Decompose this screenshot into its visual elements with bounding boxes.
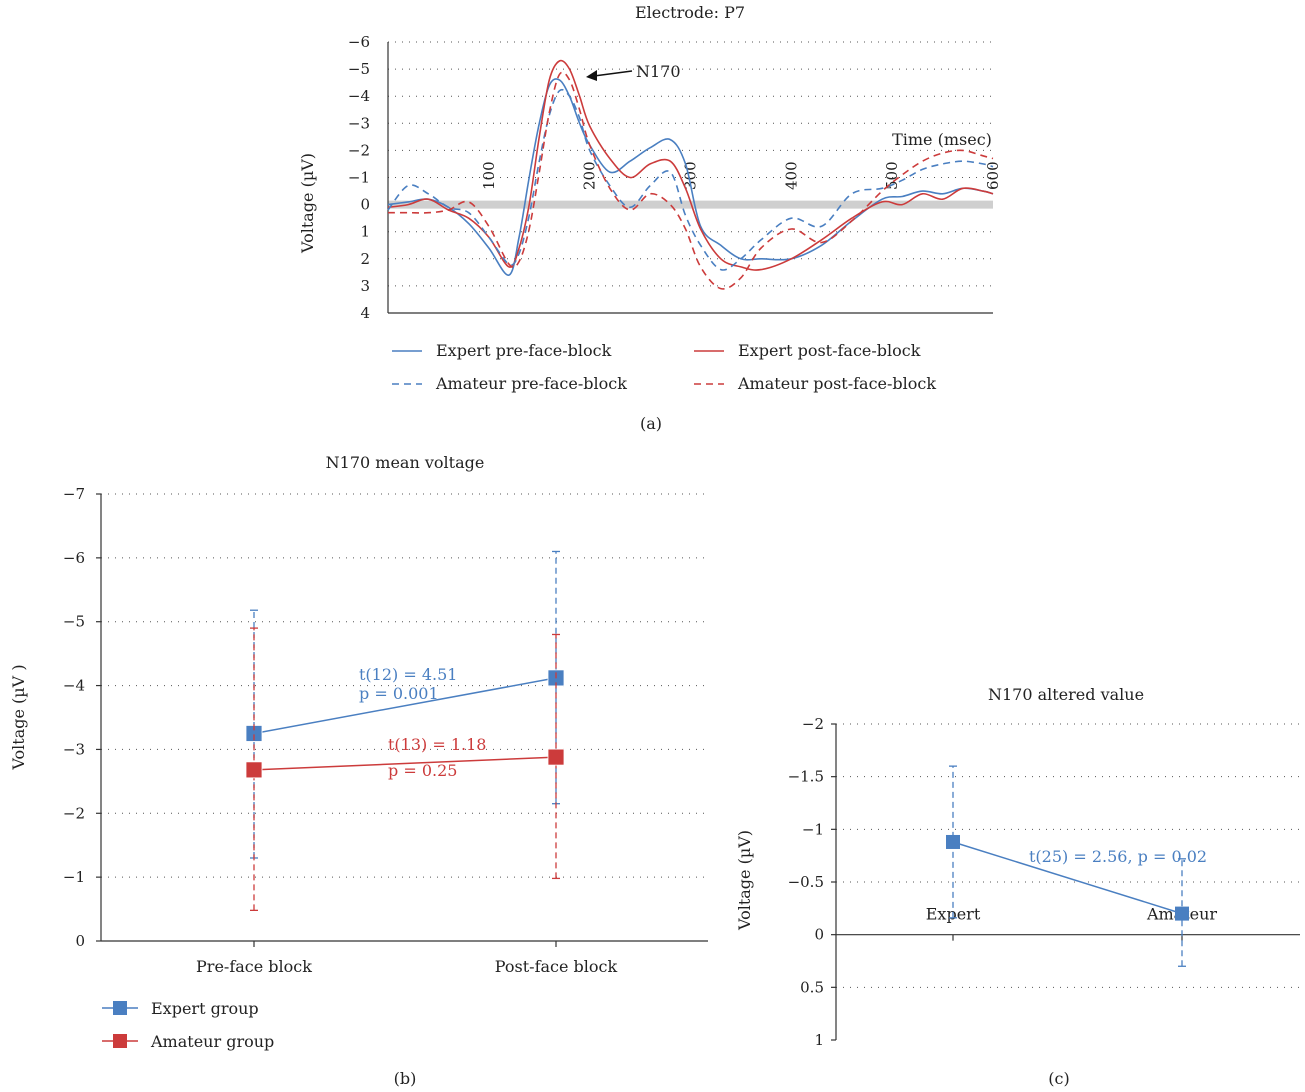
chart-b-legend-label: Expert group [151,999,259,1018]
chart-a-series-line [387,88,994,271]
chart-a: Electrode: P7 −6 −5 −4 −3 −2 −1 0 1 2 3 4 100 200 30… [298,3,1002,433]
chart-b-x-tick-label: Post-face block [495,957,618,976]
chart-c-y-tick-label: 1 [814,1031,824,1049]
chart-b-x-tick-label: Pre-face block [196,957,312,976]
chart-a-y-tick-label: 3 [360,277,370,295]
chart-a-y-tick-label: 1 [360,223,370,241]
chart-c-y-tick-label: −1 [802,820,824,838]
chart-b-x-tick-labels: Pre-face block Post-face block [196,941,618,976]
chart-a-y-tick-labels: −6 −5 −4 −3 −2 −1 0 1 2 3 4 [348,33,370,322]
chart-a-series-line [387,78,994,276]
chart-b-y-axis-label: Voltage (µV ) [9,664,28,770]
chart-c-y-tick-labels: −2 −1.5 −1 −0.5 0 0.5 1 [788,715,836,1049]
chart-a-x-tick-label: 500 [883,161,901,190]
chart-b-data-point [547,748,565,766]
chart-c-y-tick-label: −2 [802,715,824,733]
chart-b-y-tick-labels: −7 −6 −5 −4 −3 −2 −1 0 [63,485,101,950]
chart-b-data-point [245,761,263,779]
chart-a-x-tick-label: 100 [480,161,498,190]
chart-a-y-tick-label: −1 [348,169,370,187]
amateur-t-stat: t(13) = 1.18 [388,735,486,754]
chart-a-legend-label: Expert pre-face-block [436,341,612,360]
n170-label: N170 [636,62,681,81]
chart-a-x-axis-label: Time (msec) [892,130,992,149]
chart-c-series-group [946,765,1189,967]
chart-b-series-line [253,677,557,735]
chart-a-y-axis-label: Voltage (µV) [298,153,317,254]
expert-p-value: p = 0.001 [359,684,439,703]
chart-a-series-line [388,71,994,290]
chart-a-series-lines [387,59,994,290]
chart-a-legend: Expert pre-face-block Expert post-face-bl… [392,341,936,393]
chart-b-legend-swatch [113,1001,127,1015]
chart-b-y-tick-label: −5 [63,613,85,631]
chart-c-data-point [946,834,960,849]
chart-c-series [946,765,1189,967]
amateur-p-value: p = 0.25 [388,761,457,780]
chart-b-series [245,550,565,911]
chart-c-y-tick-label: −0.5 [788,873,824,891]
chart-b-y-tick-label: −6 [63,549,85,567]
chart-a-y-tick-label: −4 [348,87,370,105]
chart-a-y-tick-label: 4 [360,304,370,322]
chart-a-y-tick-label: −6 [348,33,370,51]
chart-c-y-tick-label: −1.5 [788,768,824,786]
chart-a-n170-annotation: N170 [586,62,681,81]
chart-c-data-point [1175,906,1189,921]
chart-c-t-stat: t(25) = 2.56, p = 0.02 [1029,847,1207,866]
chart-a-title: Electrode: P7 [635,3,745,22]
chart-b-series-group [245,627,565,911]
chart-a-x-tick-label: 600 [984,161,1002,190]
n170-arrow-head [586,70,597,81]
chart-a-legend-label: Expert post-face-block [738,341,921,360]
chart-a-legend-label: Amateur pre-face-block [435,374,627,393]
chart-a-y-tick-label: 0 [360,196,370,214]
chart-c-title: N170 altered value [988,685,1144,704]
chart-a-x-tick-label: 200 [581,161,599,190]
chart-c: N170 altered value −2−1.5−1−0.500.51 Exp… [735,685,1300,1088]
chart-b-legend-label: Amateur group [150,1032,274,1051]
chart-c-y-tick-label: 0 [814,926,824,944]
chart-b-y-tick-label: −7 [63,485,85,503]
chart-a-gridlines [388,41,993,287]
chart-b-panel-label: (b) [394,1069,417,1088]
chart-a-series-line [387,59,994,271]
chart-c-y-tick-label: 0.5 [800,978,824,996]
chart-b-series-line [253,756,557,771]
n170-arrow-line [593,70,633,77]
chart-b-y-tick-label: −2 [63,804,85,822]
expert-t-stat: t(12) = 4.51 [359,665,457,684]
chart-a-y-tick-label: −5 [348,60,370,78]
chart-b-y-tick-label: −1 [63,868,85,886]
chart-a-y-tick-label: −2 [348,141,370,159]
chart-b-annotations: t(12) = 4.51 p = 0.001 t(13) = 1.18 p = … [359,665,486,780]
chart-b-y-tick-label: −4 [63,677,85,695]
chart-a-y-tick-label: −3 [348,114,370,132]
chart-a-y-tick-label: 2 [360,250,370,268]
chart-c-y-axis-label: Voltage (µV) [735,830,754,931]
chart-a-x-tick-labels: 100 200 300 400 500 600 [480,161,1002,190]
chart-c-series-line [952,841,1183,915]
chart-b-series-group [245,550,565,859]
chart-a-panel-label: (a) [640,414,662,433]
chart-b-y-tick-label: −3 [63,740,85,758]
chart-b-legend-swatch [113,1034,127,1048]
chart-a-x-tick-label: 400 [782,161,800,190]
chart-a-legend-label: Amateur post-face-block [737,374,936,393]
chart-c-panel-label: (c) [1048,1069,1069,1088]
chart-b-y-tick-label: 0 [75,932,85,950]
chart-c-gridlines [836,723,1300,988]
chart-b-title: N170 mean voltage [326,453,485,472]
chart-b-legend: Expert group Amateur group [102,999,274,1051]
chart-b: N170 mean voltage −7 −6 −5 −4 −3 −2 −1 0 Pre-fa… [9,453,708,1088]
chart-a-x-tick-label: 300 [682,161,700,190]
